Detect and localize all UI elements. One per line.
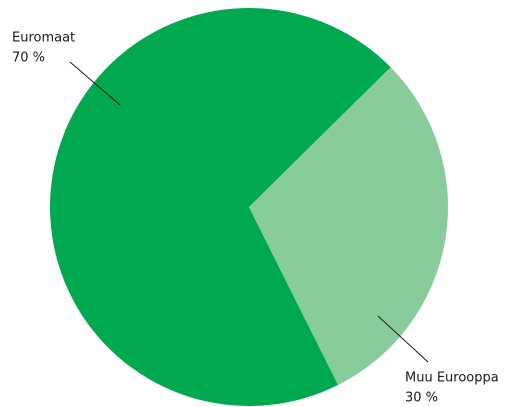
slice-value: 70 % [12, 51, 45, 66]
pie-slice [49, 7, 391, 407]
slice-label: Euromaat [12, 31, 75, 46]
leader-line [377, 315, 429, 363]
leader-line [69, 61, 121, 106]
slice-label: Muu Eurooppa [405, 371, 499, 386]
slice-value: 30 % [405, 391, 438, 406]
pie-slice [249, 67, 448, 385]
